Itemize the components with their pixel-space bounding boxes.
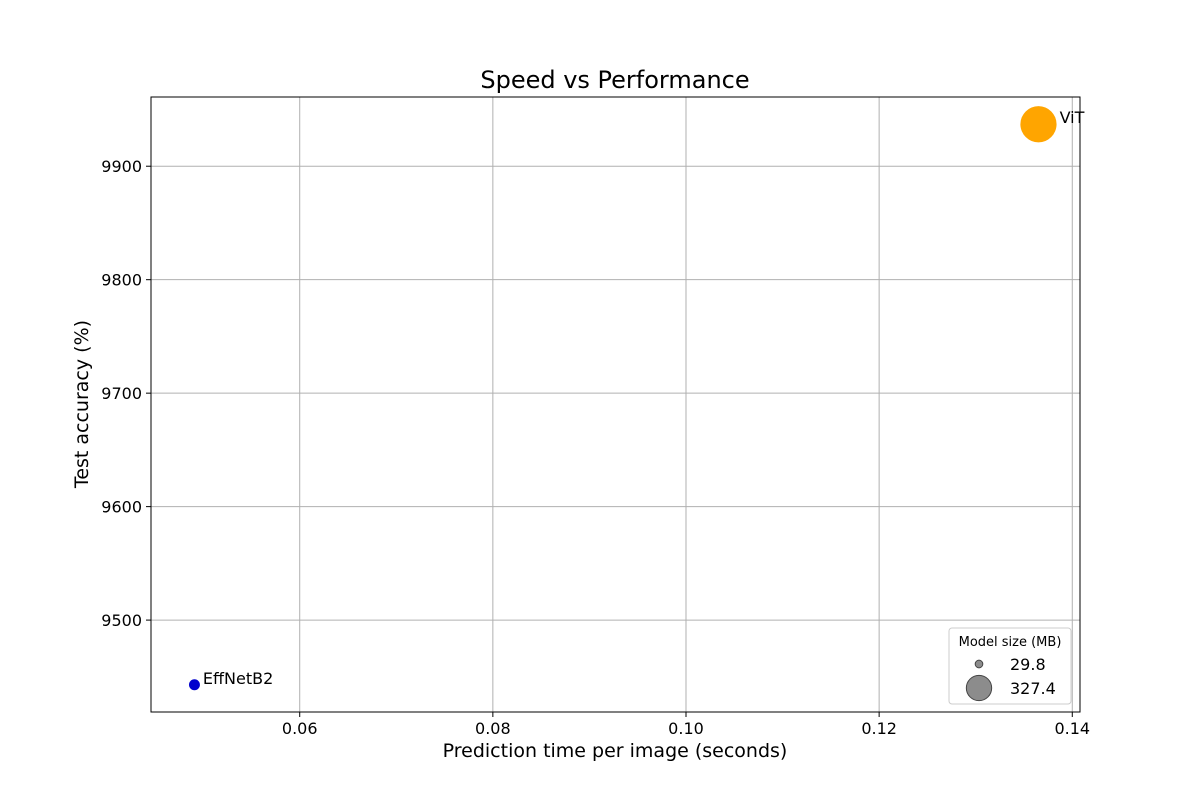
legend-marker bbox=[974, 659, 984, 669]
x-tick-label: 0.10 bbox=[668, 719, 704, 738]
legend-label: 327.4 bbox=[1010, 679, 1056, 698]
scatter-point bbox=[1020, 106, 1057, 143]
y-tick-label: 9800 bbox=[101, 271, 142, 290]
y-tick-label: 9900 bbox=[101, 157, 142, 176]
legend-marker bbox=[965, 674, 993, 702]
y-tick-label: 9600 bbox=[101, 498, 142, 517]
scatter-points: EffNetB2 ViT bbox=[188, 106, 1085, 691]
axis-ticks: 0.06 0.08 0.10 0.12 0.14 9500 9600 9700 9800 9900 bbox=[101, 157, 1090, 738]
y-tick-label: 9500 bbox=[101, 611, 142, 630]
scatter-point bbox=[188, 679, 200, 691]
x-axis-label: Prediction time per image (seconds) bbox=[443, 740, 788, 762]
legend-entries: 29.8 327.4 bbox=[965, 655, 1056, 702]
x-tick-label: 0.08 bbox=[475, 719, 511, 738]
x-tick-label: 0.14 bbox=[1054, 719, 1090, 738]
plot-frame bbox=[150, 96, 1081, 713]
point-label: EffNetB2 bbox=[203, 669, 273, 688]
y-tick-label: 9700 bbox=[101, 384, 142, 403]
x-tick-label: 0.06 bbox=[282, 719, 318, 738]
legend-title: Model size (MB) bbox=[959, 635, 1062, 650]
x-tick-label: 0.12 bbox=[861, 719, 897, 738]
grid-lines bbox=[151, 97, 1080, 712]
legend-label: 29.8 bbox=[1010, 655, 1046, 674]
legend: Model size (MB) 29.8 327.4 bbox=[948, 627, 1072, 705]
chart-title: Speed vs Performance bbox=[480, 66, 749, 94]
point-label: ViT bbox=[1060, 108, 1085, 127]
y-axis-label: Test accuracy (%) bbox=[71, 320, 93, 489]
